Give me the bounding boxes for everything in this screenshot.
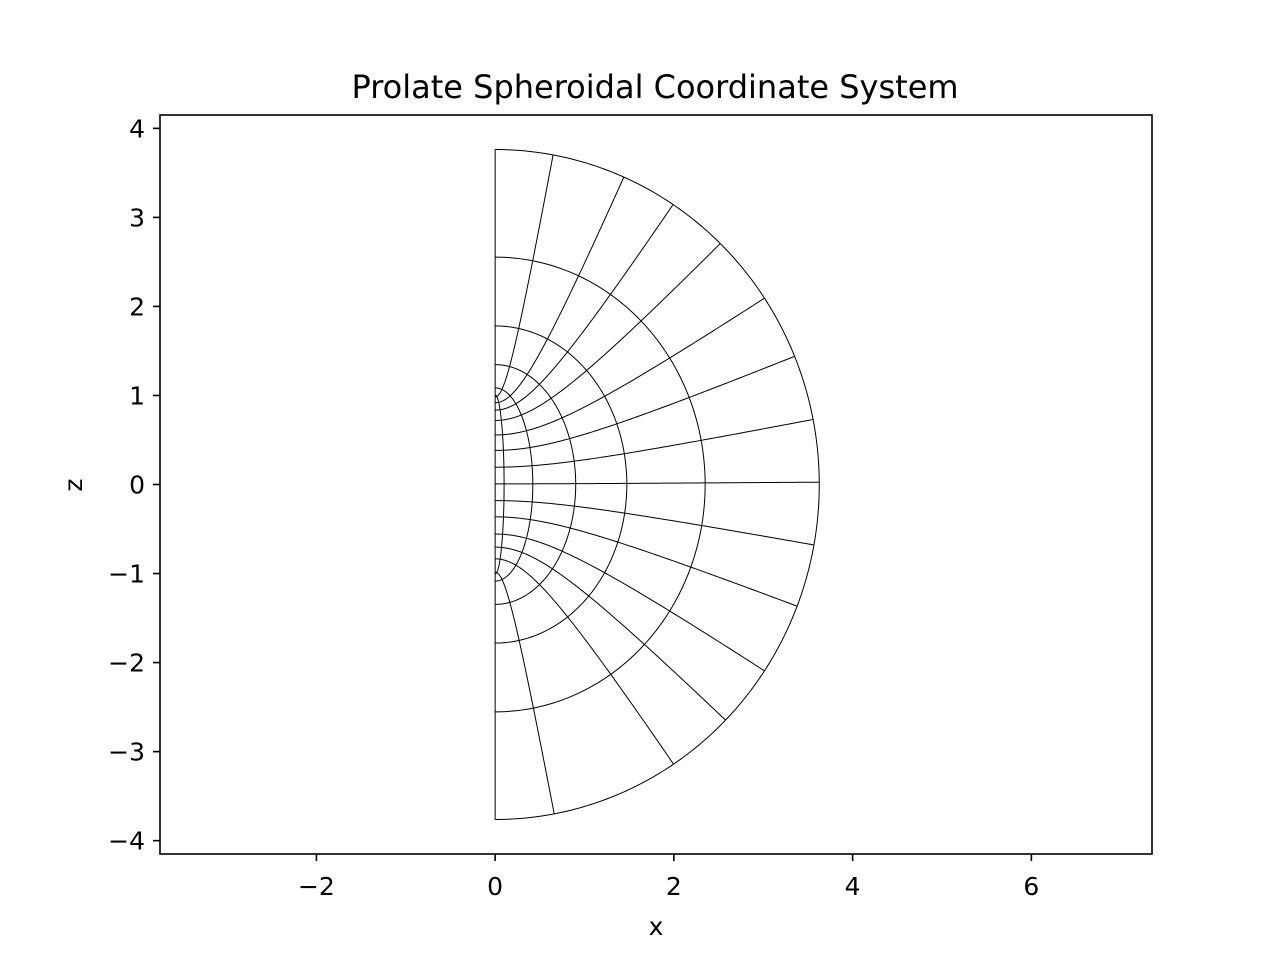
hyperbola-line-5 [495,297,765,436]
hyperbola-line-12 [495,546,726,721]
y-tick-label: −3 [108,738,145,767]
y-tick-label: 4 [129,114,145,143]
ellipse-line-3 [495,364,577,605]
hyperbola-line-13 [495,558,674,765]
x-tick-label: 2 [666,872,682,901]
y-axis-label: z [59,478,88,491]
ellipse-line-1 [495,394,505,575]
ellipse-line-6 [495,149,820,820]
y-tick-label: 0 [129,471,145,500]
plot-area [494,149,820,820]
x-axis-label: x [649,912,664,941]
ellipse-line-4 [495,325,628,644]
hyperbola-line-4 [495,243,721,421]
x-tick-label: 4 [845,872,861,901]
x-axis: −2 0 2 4 6 [298,854,1039,901]
hyperbola-line-6 [495,355,795,451]
hyperbola-line-1 [495,154,554,398]
hyperbola-line-9 [495,500,815,546]
x-tick-label: −2 [298,872,335,901]
hyperbola-line-2 [495,176,625,404]
chart-title: Prolate Spheroidal Coordinate System [351,68,958,106]
x-tick-label: 6 [1023,872,1039,901]
ellipse-line-5 [495,256,706,713]
hyperbola-line-14 [495,571,555,814]
y-tick-label: −4 [108,827,145,856]
y-tick-label: 3 [129,203,145,232]
y-axis: −4 −3 −2 −1 0 1 2 3 4 [108,114,160,856]
ellipse-line-2 [495,387,534,582]
y-tick-label: −2 [108,649,145,678]
y-tick-label: −1 [108,560,145,589]
y-tick-label: 2 [129,292,145,321]
hyperbola-line-8 [495,481,820,485]
x-tick-label: 0 [487,872,503,901]
hyperbola-line-7 [495,418,814,468]
hyperbola-line-11 [495,533,765,672]
hyperbola-line-10 [495,516,798,607]
hyperbola-line-3 [495,204,674,411]
y-tick-label: 1 [129,381,145,410]
